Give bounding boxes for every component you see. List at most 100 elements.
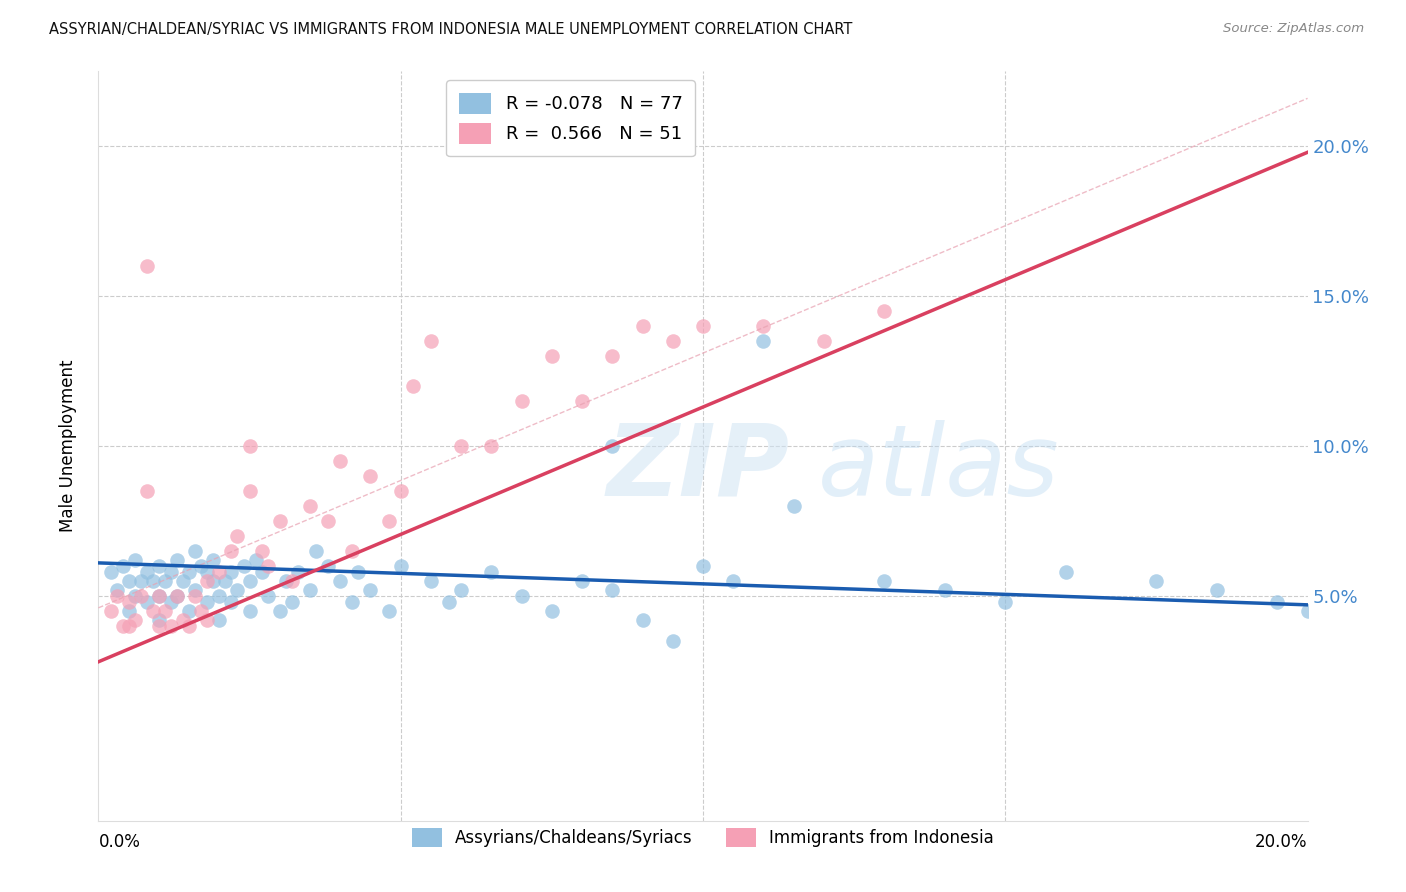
Point xyxy=(450,439,472,453)
Point xyxy=(142,574,165,588)
Point xyxy=(389,558,412,573)
Point xyxy=(135,595,157,609)
Point xyxy=(692,319,714,334)
Point xyxy=(135,259,157,273)
Point xyxy=(195,565,218,579)
Point xyxy=(172,574,194,588)
Point xyxy=(1144,574,1167,588)
Point xyxy=(783,499,806,513)
Point xyxy=(148,589,170,603)
Point xyxy=(195,595,218,609)
Legend: Assyrians/Chaldeans/Syriacs, Immigrants from Indonesia: Assyrians/Chaldeans/Syriacs, Immigrants … xyxy=(405,821,1001,854)
Point xyxy=(1267,595,1289,609)
Point xyxy=(172,613,194,627)
Point xyxy=(135,565,157,579)
Text: 20.0%: 20.0% xyxy=(1256,832,1308,851)
Point xyxy=(226,582,249,597)
Point xyxy=(179,604,201,618)
Text: atlas: atlas xyxy=(818,420,1060,517)
Point xyxy=(118,595,141,609)
Point xyxy=(723,574,745,588)
Point xyxy=(752,334,775,348)
Point xyxy=(135,483,157,498)
Point xyxy=(347,565,370,579)
Point xyxy=(994,595,1017,609)
Point xyxy=(481,439,503,453)
Point xyxy=(166,589,188,603)
Point xyxy=(239,439,262,453)
Point xyxy=(281,595,304,609)
Point xyxy=(124,553,146,567)
Text: Source: ZipAtlas.com: Source: ZipAtlas.com xyxy=(1223,22,1364,36)
Point xyxy=(202,574,225,588)
Point xyxy=(190,604,212,618)
Point xyxy=(195,574,218,588)
Point xyxy=(631,319,654,334)
Point xyxy=(602,439,624,453)
Point xyxy=(329,574,352,588)
Point xyxy=(274,574,297,588)
Text: 0.0%: 0.0% xyxy=(98,832,141,851)
Point xyxy=(239,574,262,588)
Point xyxy=(129,589,152,603)
Point xyxy=(342,544,364,558)
Point xyxy=(190,558,212,573)
Point xyxy=(232,558,254,573)
Point xyxy=(148,589,170,603)
Point xyxy=(1296,604,1319,618)
Point xyxy=(510,394,533,409)
Point xyxy=(481,565,503,579)
Point xyxy=(305,544,328,558)
Point xyxy=(873,574,896,588)
Point xyxy=(221,544,243,558)
Point xyxy=(540,349,562,363)
Point xyxy=(256,558,278,573)
Point xyxy=(752,319,775,334)
Point xyxy=(873,304,896,318)
Point xyxy=(208,613,231,627)
Point xyxy=(571,394,593,409)
Point xyxy=(111,619,134,633)
Point xyxy=(100,604,122,618)
Point xyxy=(221,595,243,609)
Point xyxy=(124,589,146,603)
Point xyxy=(153,604,176,618)
Point xyxy=(540,604,562,618)
Point xyxy=(148,558,170,573)
Point xyxy=(661,633,683,648)
Point xyxy=(214,574,236,588)
Point xyxy=(813,334,835,348)
Point xyxy=(179,619,201,633)
Point xyxy=(160,565,183,579)
Point xyxy=(420,574,443,588)
Point xyxy=(377,604,399,618)
Point xyxy=(105,589,128,603)
Point xyxy=(202,553,225,567)
Point xyxy=(160,619,183,633)
Point xyxy=(105,582,128,597)
Point xyxy=(934,582,956,597)
Point xyxy=(239,604,262,618)
Point xyxy=(208,589,231,603)
Point xyxy=(402,379,425,393)
Point xyxy=(208,565,231,579)
Point xyxy=(166,589,188,603)
Point xyxy=(420,334,443,348)
Point xyxy=(195,613,218,627)
Point xyxy=(250,565,273,579)
Point xyxy=(166,553,188,567)
Point xyxy=(221,565,243,579)
Point xyxy=(184,589,207,603)
Point xyxy=(299,499,322,513)
Point xyxy=(299,582,322,597)
Point xyxy=(269,604,291,618)
Point xyxy=(226,529,249,543)
Point xyxy=(692,558,714,573)
Point xyxy=(316,558,339,573)
Point xyxy=(281,574,304,588)
Point xyxy=(129,574,152,588)
Point xyxy=(450,582,472,597)
Point xyxy=(179,565,201,579)
Point xyxy=(184,582,207,597)
Point xyxy=(1206,582,1229,597)
